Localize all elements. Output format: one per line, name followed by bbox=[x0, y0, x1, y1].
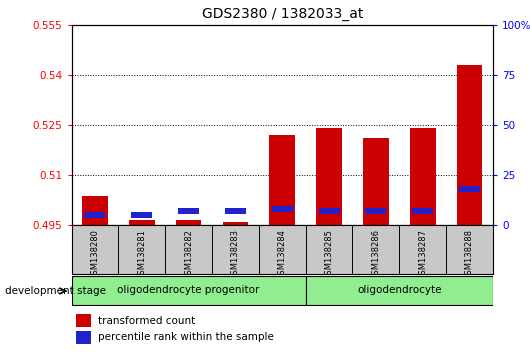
Bar bbox=[269, 135, 295, 225]
Bar bbox=[72, 276, 306, 304]
Bar bbox=[319, 208, 340, 214]
Bar bbox=[129, 220, 155, 225]
Title: GDS2380 / 1382033_at: GDS2380 / 1382033_at bbox=[201, 7, 363, 21]
Text: GSM138287: GSM138287 bbox=[418, 229, 427, 280]
Text: oligodendrocyte: oligodendrocyte bbox=[357, 285, 441, 295]
Bar bbox=[76, 331, 91, 344]
Bar bbox=[363, 138, 388, 225]
Bar bbox=[223, 222, 248, 225]
Text: transformed count: transformed count bbox=[98, 316, 195, 326]
Bar bbox=[457, 65, 482, 225]
Text: GSM138282: GSM138282 bbox=[184, 229, 193, 280]
Text: GSM138288: GSM138288 bbox=[465, 229, 474, 280]
Bar bbox=[82, 196, 108, 225]
Bar bbox=[176, 220, 201, 225]
Bar bbox=[84, 212, 105, 218]
Bar bbox=[272, 206, 293, 212]
Text: GSM138284: GSM138284 bbox=[278, 229, 287, 280]
Bar bbox=[76, 314, 91, 327]
Bar bbox=[365, 208, 386, 214]
Text: oligodendrocyte progenitor: oligodendrocyte progenitor bbox=[118, 285, 260, 295]
Bar bbox=[412, 208, 433, 214]
Bar bbox=[459, 186, 480, 192]
Bar bbox=[131, 212, 152, 218]
Text: development stage: development stage bbox=[5, 286, 107, 296]
Text: GSM138281: GSM138281 bbox=[137, 229, 146, 280]
Bar bbox=[316, 128, 342, 225]
Text: percentile rank within the sample: percentile rank within the sample bbox=[98, 332, 273, 342]
Text: GSM138283: GSM138283 bbox=[231, 229, 240, 280]
Text: GSM138285: GSM138285 bbox=[324, 229, 333, 280]
Bar bbox=[178, 208, 199, 214]
Text: GSM138286: GSM138286 bbox=[372, 229, 381, 280]
Bar bbox=[306, 276, 493, 304]
Text: GSM138280: GSM138280 bbox=[91, 229, 100, 280]
Bar bbox=[225, 208, 246, 214]
Bar bbox=[410, 128, 436, 225]
